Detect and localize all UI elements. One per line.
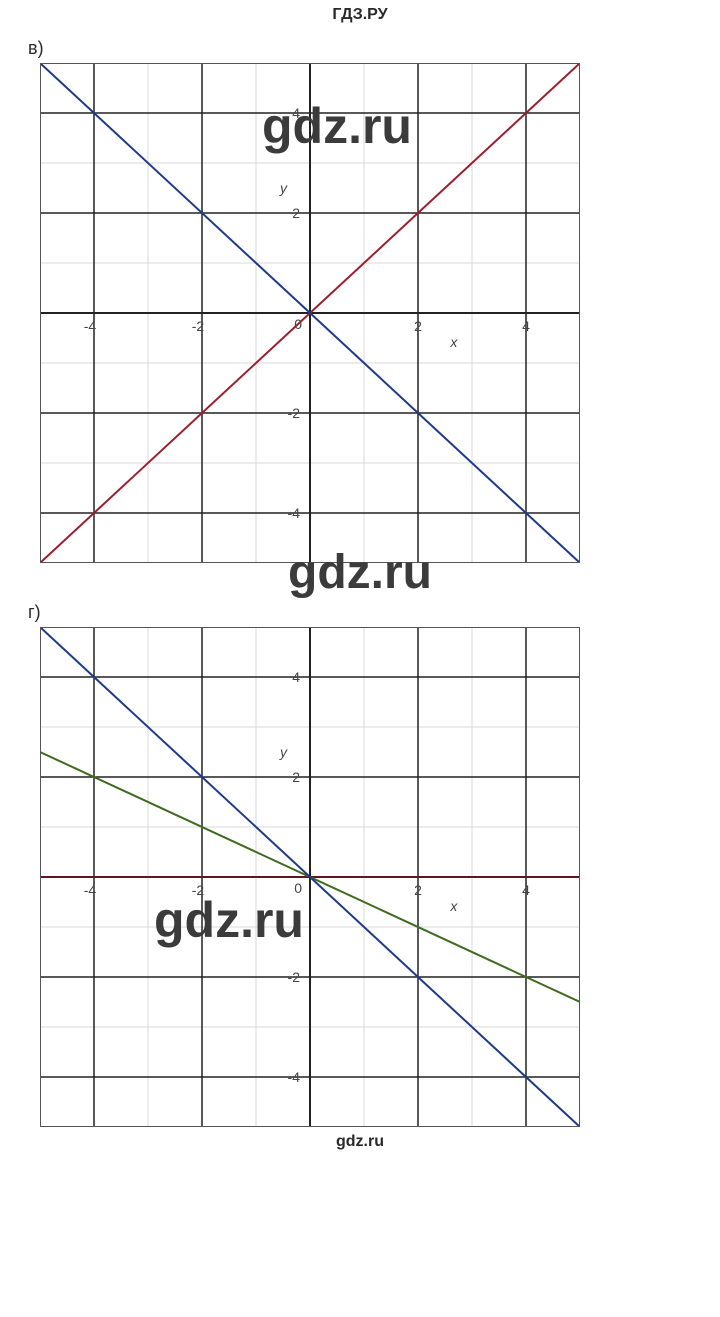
y-axis-label: y	[279, 744, 288, 760]
y-tick-label: 4	[292, 669, 300, 685]
watermark-text: gdz.ru	[154, 892, 304, 948]
x-axis-label: x	[449, 334, 458, 350]
chart-svg: -4-224-4-2240xygdz.ru	[40, 627, 580, 1127]
chart-wrap: -4-224-4-2240xygdz.ru	[0, 627, 720, 1127]
origin-label: 0	[294, 316, 302, 332]
chart-svg: -4-224-4-2240xygdz.ru	[40, 63, 580, 563]
y-tick-label: 2	[292, 769, 300, 785]
x-tick-label: -4	[84, 318, 97, 334]
watermark-text: gdz.ru	[262, 98, 412, 154]
page-footer: gdz.ru	[0, 1127, 720, 1157]
y-tick-label: -2	[288, 405, 301, 421]
x-axis-label: x	[449, 898, 458, 914]
page-header: ГДЗ.РУ	[0, 0, 720, 30]
x-tick-label: -2	[192, 318, 205, 334]
x-tick-label: -4	[84, 882, 97, 898]
x-tick-label: 2	[414, 318, 422, 334]
y-tick-label: 2	[292, 205, 300, 221]
x-tick-label: 4	[522, 882, 530, 898]
y-tick-label: -2	[288, 969, 301, 985]
y-tick-label: -4	[288, 505, 301, 521]
y-axis-label: y	[279, 180, 288, 196]
x-tick-label: 2	[414, 882, 422, 898]
part-label: в)	[0, 30, 720, 63]
x-tick-label: 4	[522, 318, 530, 334]
y-tick-label: -4	[288, 1069, 301, 1085]
charts-container: в)-4-224-4-2240xygdz.rugdz.ruг)-4-224-4-…	[0, 30, 720, 1127]
chart-wrap: -4-224-4-2240xygdz.ru	[0, 63, 720, 563]
